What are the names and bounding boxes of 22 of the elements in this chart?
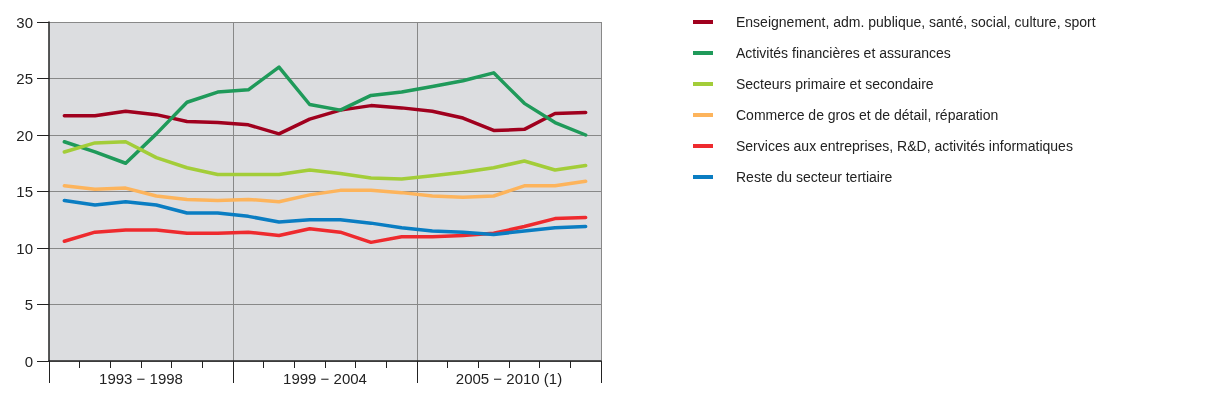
- legend-label: Reste du secteur tertiaire: [736, 169, 893, 185]
- y-tick-label: 10: [16, 239, 33, 257]
- line-series: [62, 65, 588, 165]
- line-series: [62, 179, 588, 204]
- y-tick-label: 15: [16, 183, 33, 200]
- text: 1999 − 2004: [283, 370, 367, 387]
- legend-label: Services aux entreprises, R&D, activités informatiques: [736, 138, 1073, 154]
- line-series: [62, 140, 588, 181]
- legend-label: Enseignement, adm. publique, santé, social, culture, sport: [736, 14, 1096, 30]
- text: 2005 − 2010 (1): [455, 370, 563, 387]
- legend-label: Activités financières et assurances: [736, 45, 951, 61]
- line-series: [62, 198, 588, 237]
- y-tick-label: 20: [16, 126, 33, 144]
- text: 1993 − 1998: [99, 370, 183, 387]
- y-tick-label: 30: [16, 13, 33, 31]
- y-tick-label: 25: [16, 70, 33, 87]
- line-series: [62, 215, 588, 245]
- legend-label: Secteurs primaire et secondaire: [736, 76, 934, 92]
- line-series: [62, 103, 588, 136]
- legend-label: Commerce de gros et de détail, réparation: [736, 107, 999, 123]
- y-tick-label: 5: [24, 296, 33, 313]
- y-tick-label: 0: [24, 352, 33, 370]
